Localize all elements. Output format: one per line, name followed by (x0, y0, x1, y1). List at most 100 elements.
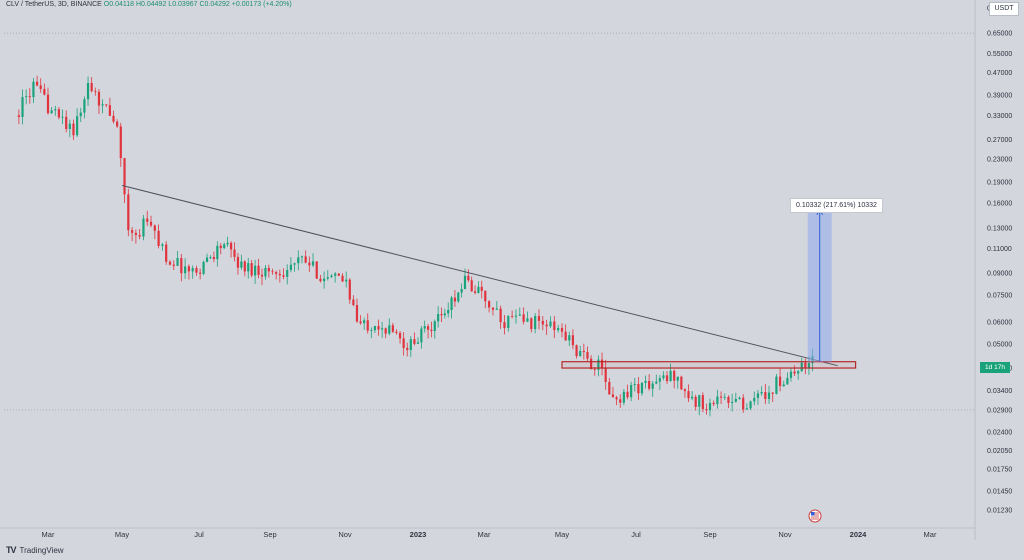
trendline (121, 184, 838, 367)
candle-down (149, 221, 153, 226)
candle-down (199, 272, 202, 274)
price-tick-label: 0.55000 (987, 51, 1012, 58)
candle-up (388, 325, 391, 334)
candle-up (326, 277, 329, 279)
candle-up (549, 321, 552, 327)
candle-down (771, 392, 774, 394)
candle-down (138, 235, 141, 237)
tradingview-brand[interactable]: TV TradingView (6, 545, 64, 555)
candle-up (534, 316, 537, 330)
candle-down (453, 297, 457, 302)
candle-down (413, 339, 416, 344)
candle-up (690, 396, 694, 399)
candle-up (21, 97, 24, 117)
price-axis: 0.800000.650000.550000.470000.390000.330… (974, 0, 1012, 540)
candle-down (467, 275, 470, 281)
candle-up (767, 392, 771, 399)
candle-up (507, 315, 510, 329)
candle-down (712, 402, 715, 405)
candle-up (557, 327, 560, 331)
candle-up (416, 342, 420, 344)
candle-up (420, 328, 423, 343)
symbol-legend: CLV / TetherUS, 3D, BINANCE O0.04118 H0.… (6, 1, 292, 8)
candle-down (398, 333, 402, 339)
price-tick-label: 0.01230 (987, 508, 1012, 515)
candle-up (50, 110, 53, 114)
candle-down (590, 358, 593, 370)
candle-down (250, 263, 253, 276)
time-tick-label: May (555, 530, 569, 539)
candle-up (240, 261, 243, 268)
candle-down (484, 290, 487, 302)
candle-up (622, 391, 625, 403)
candle-down (537, 316, 541, 321)
candle-up (676, 376, 679, 381)
candle-up (633, 384, 636, 386)
candle-down (541, 320, 544, 325)
candle-down (219, 245, 222, 249)
price-tick-label: 0.06000 (987, 319, 1012, 326)
candle-up (176, 258, 179, 266)
candle-up (450, 297, 453, 311)
candle-down (282, 275, 285, 277)
candle-up (526, 318, 529, 322)
candle-down (764, 392, 767, 399)
candle-down (17, 115, 20, 117)
time-tick-label: Mar (924, 530, 937, 539)
candle-down (315, 261, 318, 279)
candle-down (687, 391, 690, 399)
candle-down (355, 305, 359, 322)
candle-up (209, 257, 212, 258)
candle-up (334, 273, 337, 276)
candle-up (86, 82, 90, 100)
candle-down (304, 256, 307, 263)
candle-up (797, 371, 800, 374)
currency-selector[interactable]: USDT (989, 2, 1019, 16)
candle-up (463, 275, 467, 289)
candle-down (665, 375, 669, 382)
candle-down (522, 314, 525, 322)
price-tick-label: 0.39000 (987, 93, 1012, 100)
candle-down (575, 345, 578, 357)
candle-down (187, 266, 191, 272)
candle-up (597, 359, 600, 370)
candle-down (619, 399, 622, 403)
candle-up (205, 257, 209, 262)
price-tick-label: 0.19000 (987, 180, 1012, 187)
candle-down (65, 116, 68, 129)
candle-down (742, 397, 745, 410)
candle-up (83, 99, 86, 113)
candle-up (54, 109, 57, 111)
price-tick-label: 0.09000 (987, 270, 1012, 277)
candle-up (745, 408, 748, 410)
candle-down (72, 123, 75, 136)
candle-down (608, 381, 611, 395)
candle-down (626, 391, 629, 398)
candle-up (753, 397, 756, 402)
candle-up (202, 261, 205, 274)
candle-up (698, 395, 701, 407)
candle-down (39, 85, 42, 89)
candle-up (247, 263, 250, 272)
price-tick-label: 0.05000 (987, 341, 1012, 348)
open-value: O0.04118 (103, 1, 135, 8)
candle-up (423, 326, 426, 329)
candle-down (168, 261, 172, 265)
candle-up (345, 279, 348, 282)
candle-down (271, 271, 274, 273)
price-tick-label: 0.07500 (987, 292, 1012, 299)
candle-down (488, 301, 491, 308)
symbol-title: CLV / TetherUS, 3D, BINANCE (6, 1, 102, 8)
candle-down (233, 249, 236, 257)
candle-up (460, 288, 463, 293)
candle-up (716, 396, 719, 405)
price-tick-label: 0.01750 (987, 466, 1012, 473)
candle-up (644, 380, 647, 383)
candle-down (257, 265, 260, 275)
candle-up (254, 265, 257, 276)
candle-down (43, 88, 46, 95)
candle-up (756, 393, 760, 398)
candle-up (734, 398, 737, 402)
price-tick-label: 0.11000 (987, 246, 1012, 253)
